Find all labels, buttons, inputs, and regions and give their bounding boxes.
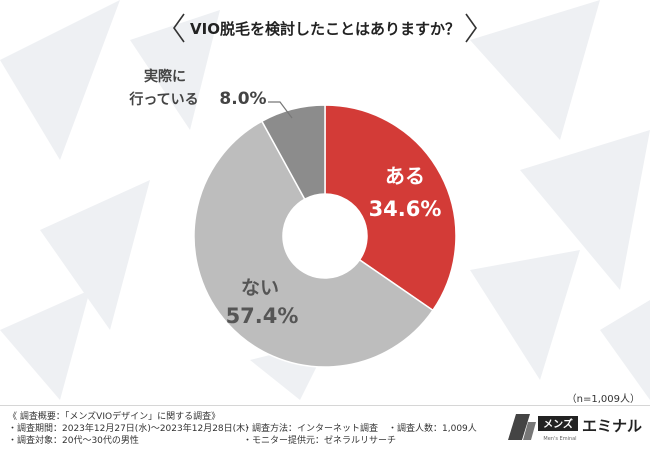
survey-summary: 《 調査概要：「メンズVIOデザイン」に関する調査》 [8, 412, 221, 422]
slice-value-jissai: 8.0% [219, 89, 266, 109]
chart-title: VIO脱毛を検討したことはありますか？ [190, 20, 460, 38]
survey-monitor: ・モニター提供元：ゼネラルリサーチ [243, 436, 397, 446]
brand-mark-icon-accent [523, 422, 536, 440]
donut-hole [283, 194, 367, 278]
slice-value-aru: 34.6% [369, 197, 442, 221]
slice-label-jissai-line2: 行っている [128, 91, 198, 108]
brand-mens-box [538, 416, 578, 431]
leader-line [268, 101, 293, 119]
chart-title-group: VIO脱毛を検討したことはありますか？ [173, 13, 477, 43]
background-pattern [0, 0, 650, 400]
sample-size-note: （n=1,009人） [566, 394, 640, 405]
brand-logo: メンズ エミナル Men's Eminal [508, 414, 642, 442]
brand-mark-icon [508, 414, 530, 440]
slice-label-jissai-line1: 実際に [144, 68, 186, 85]
survey-method: ・調査方法：インターネット調査 [243, 424, 379, 434]
brand-name: エミナル [582, 417, 642, 435]
donut-slices [193, 104, 457, 368]
left-bracket-icon [173, 13, 185, 43]
brand-mens-text: メンズ [543, 418, 573, 431]
survey-count: ・調査人数：1,009人 [388, 424, 477, 434]
slice-label-nai: ない [241, 277, 279, 299]
survey-period: ・調査期間：2023年12月27日(水)～2023年12月28日(木) [8, 424, 249, 434]
slice-value-nai: 57.4% [226, 304, 299, 328]
footer-divider [0, 405, 650, 406]
survey-target: ・調査対象：20代～30代の男性 [8, 436, 139, 446]
right-bracket-icon [465, 13, 477, 43]
brand-subtitle: Men's Eminal [543, 436, 576, 442]
slice-label-aru: ある [385, 164, 425, 188]
